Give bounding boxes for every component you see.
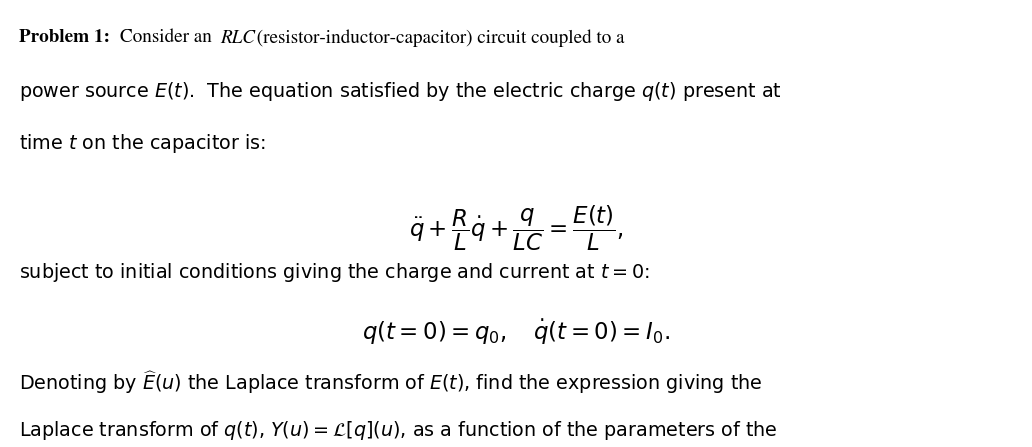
Text: Consider an: Consider an: [120, 29, 217, 46]
Text: Problem 1:: Problem 1:: [19, 29, 109, 46]
Text: $\ddot{q} + \dfrac{R}{L}\dot{q} + \dfrac{q}{LC} = \dfrac{E(t)}{L},$: $\ddot{q} + \dfrac{R}{L}\dot{q} + \dfrac…: [409, 203, 623, 253]
Text: subject to initial conditions giving the charge and current at $t = 0$:: subject to initial conditions giving the…: [19, 261, 649, 284]
Text: time $t$ on the capacitor is:: time $t$ on the capacitor is:: [19, 132, 265, 155]
Text: (resistor-inductor-capacitor) circuit coupled to a: (resistor-inductor-capacitor) circuit co…: [252, 29, 624, 46]
Text: Laplace transform of $q(t)$, $Y(u) = \mathcal{L}[q](u)$, as a function of the pa: Laplace transform of $q(t)$, $Y(u) = \ma…: [19, 419, 777, 442]
Text: $q(t = 0) = q_0, \quad \dot{q}(t = 0) = I_0.$: $q(t = 0) = q_0, \quad \dot{q}(t = 0) = …: [362, 317, 670, 347]
Text: Denoting by $\widehat{E}(u)$ the Laplace transform of $E(t)$, find the expressio: Denoting by $\widehat{E}(u)$ the Laplace…: [19, 369, 763, 396]
Text: RLC: RLC: [220, 29, 255, 47]
Text: power source $E(t)$.  The equation satisfied by the electric charge $q(t)$ prese: power source $E(t)$. The equation satisf…: [19, 80, 781, 103]
